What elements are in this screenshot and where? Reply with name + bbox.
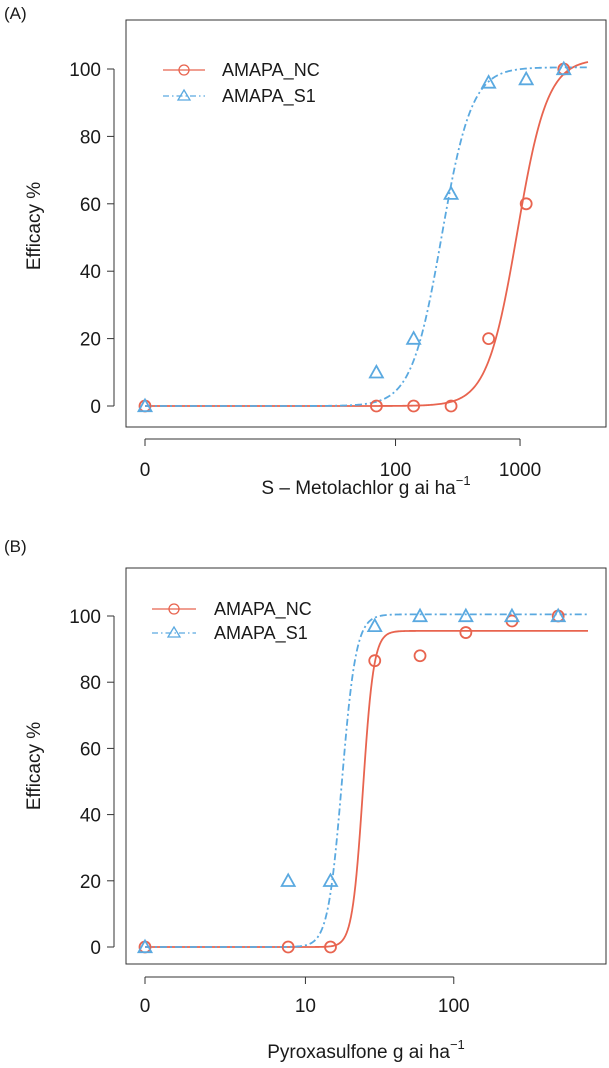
panel-b-x-axis-title-main: Pyroxasulfone g ai ha [267,1042,450,1063]
panel-a-legend: AMAPA_NC AMAPA_S1 [163,60,320,107]
panel-a-curve-amapa-nc [145,61,589,407]
panel-a-x-axis-title-main: S – Metolachlor g ai ha [261,478,456,499]
panel-a-curves [145,61,589,407]
panel-a-points [136,60,572,413]
panel-b-legend-label-s1: AMAPA_S1 [214,623,308,644]
panel-a-legend-marker-nc [178,64,190,76]
panel-a-point-amapa-nc [407,399,421,413]
panel-b-point-amapa-s1 [412,607,429,623]
panel-a-point-amapa-nc [444,399,458,413]
panel-b-legend-marker-s1 [166,625,182,638]
panel-b-y-tick-label: 80 [80,673,101,694]
panel-b-points [136,607,567,954]
panel-a-x-tick-label: 1000 [499,460,541,481]
panel-a-y-axis-title: Efficacy % [24,182,45,270]
panel-a-ticks: 0 100 1000 0 20 40 60 80 100 [69,60,541,481]
panel-b: (B) 0 10 100 0 20 40 60 80 100 AMAPA_NC AMAPA_S1… [4,537,607,1063]
panel-a-y-tick-label: 60 [80,195,101,216]
panel-a-point-amapa-s1 [405,330,422,345]
panel-a-x-tick-label: 100 [380,460,412,481]
panel-b-legend-marker-nc [168,603,180,615]
panel-b-legend-label-nc: AMAPA_NC [214,599,312,620]
panel-b-x-tick-label: 10 [295,996,316,1017]
panel-a-point-amapa-s1 [480,74,497,89]
panel-a-x-tick-label: 0 [140,460,151,481]
panel-b-x-tick-label: 0 [140,996,151,1017]
panel-b-x-axis-title: Pyroxasulfone g ai ha−1 [267,1037,465,1063]
panel-a-y-tick-label: 40 [80,262,101,283]
panel-a-label: (A) [4,4,27,23]
panel-b-plot-frame [125,567,607,965]
panel-b-point-amapa-nc [281,940,295,954]
panel-b-point-amapa-nc [459,626,473,639]
panel-a-legend-marker-s1 [176,88,192,101]
panel-b-curve-amapa-nc [145,629,588,948]
panel-b-label: (B) [4,537,27,556]
panel-b-x-axis-title-sup: −1 [450,1037,465,1052]
panel-b-y-tick-label: 40 [80,806,101,827]
panel-a-y-tick-label: 20 [80,330,101,351]
panel-b-x-tick-label: 100 [438,996,470,1017]
panel-a-y-tick-label: 0 [90,397,101,418]
panel-b-ticks: 0 10 100 0 20 40 60 80 100 [69,607,469,1017]
panel-b-y-tick-label: 60 [80,739,101,760]
panel-a-plot-frame [125,19,607,428]
panel-a-point-amapa-nc [482,332,496,346]
panel-a-y-tick-label: 100 [69,60,101,81]
panel-a-legend-label-s1: AMAPA_S1 [222,86,316,107]
panel-a-legend-label-nc: AMAPA_NC [222,60,320,81]
panel-a-point-amapa-nc [369,399,383,413]
panel-a-x-axis-title: S – Metolachlor g ai ha−1 [261,473,470,499]
panel-b-curve-amapa-s1 [145,613,588,948]
panel-b-legend: AMAPA_NC AMAPA_S1 [152,599,312,644]
panel-b-point-amapa-s1 [322,872,339,887]
panel-a-x-axis-title-sup: −1 [456,473,471,488]
panel-a-point-amapa-s1 [368,363,385,379]
panel-b-point-amapa-s1 [366,617,383,633]
panel-a-point-amapa-s1 [518,70,535,86]
panel-b-point-amapa-s1 [136,938,154,954]
panel-b-point-amapa-s1 [503,607,520,623]
panel-a: (A) 0 100 1000 0 20 40 60 80 100 AMAPA_NC AMAPA_… [4,4,607,499]
panel-b-y-tick-label: 0 [90,938,101,959]
panel-b-point-amapa-nc [368,654,382,668]
panel-b-y-axis-title: Efficacy % [24,722,45,810]
panel-a-point-amapa-s1 [555,60,572,76]
panel-b-y-tick-label: 100 [69,607,101,628]
panel-a-point-amapa-s1 [136,397,154,413]
panel-a-y-tick-label: 80 [80,127,101,148]
panel-a-point-amapa-s1 [443,185,460,200]
panel-a-curve-amapa-s1 [145,66,588,407]
panel-b-point-amapa-s1 [550,607,567,623]
panel-b-point-amapa-s1 [280,872,297,887]
panel-b-point-amapa-nc [413,649,427,663]
panel-b-curves [145,613,588,948]
panel-b-point-amapa-s1 [457,607,474,623]
panel-b-y-tick-label: 20 [80,872,101,893]
panel-a-point-amapa-nc [519,197,533,211]
panel-b-point-amapa-nc [324,940,337,954]
